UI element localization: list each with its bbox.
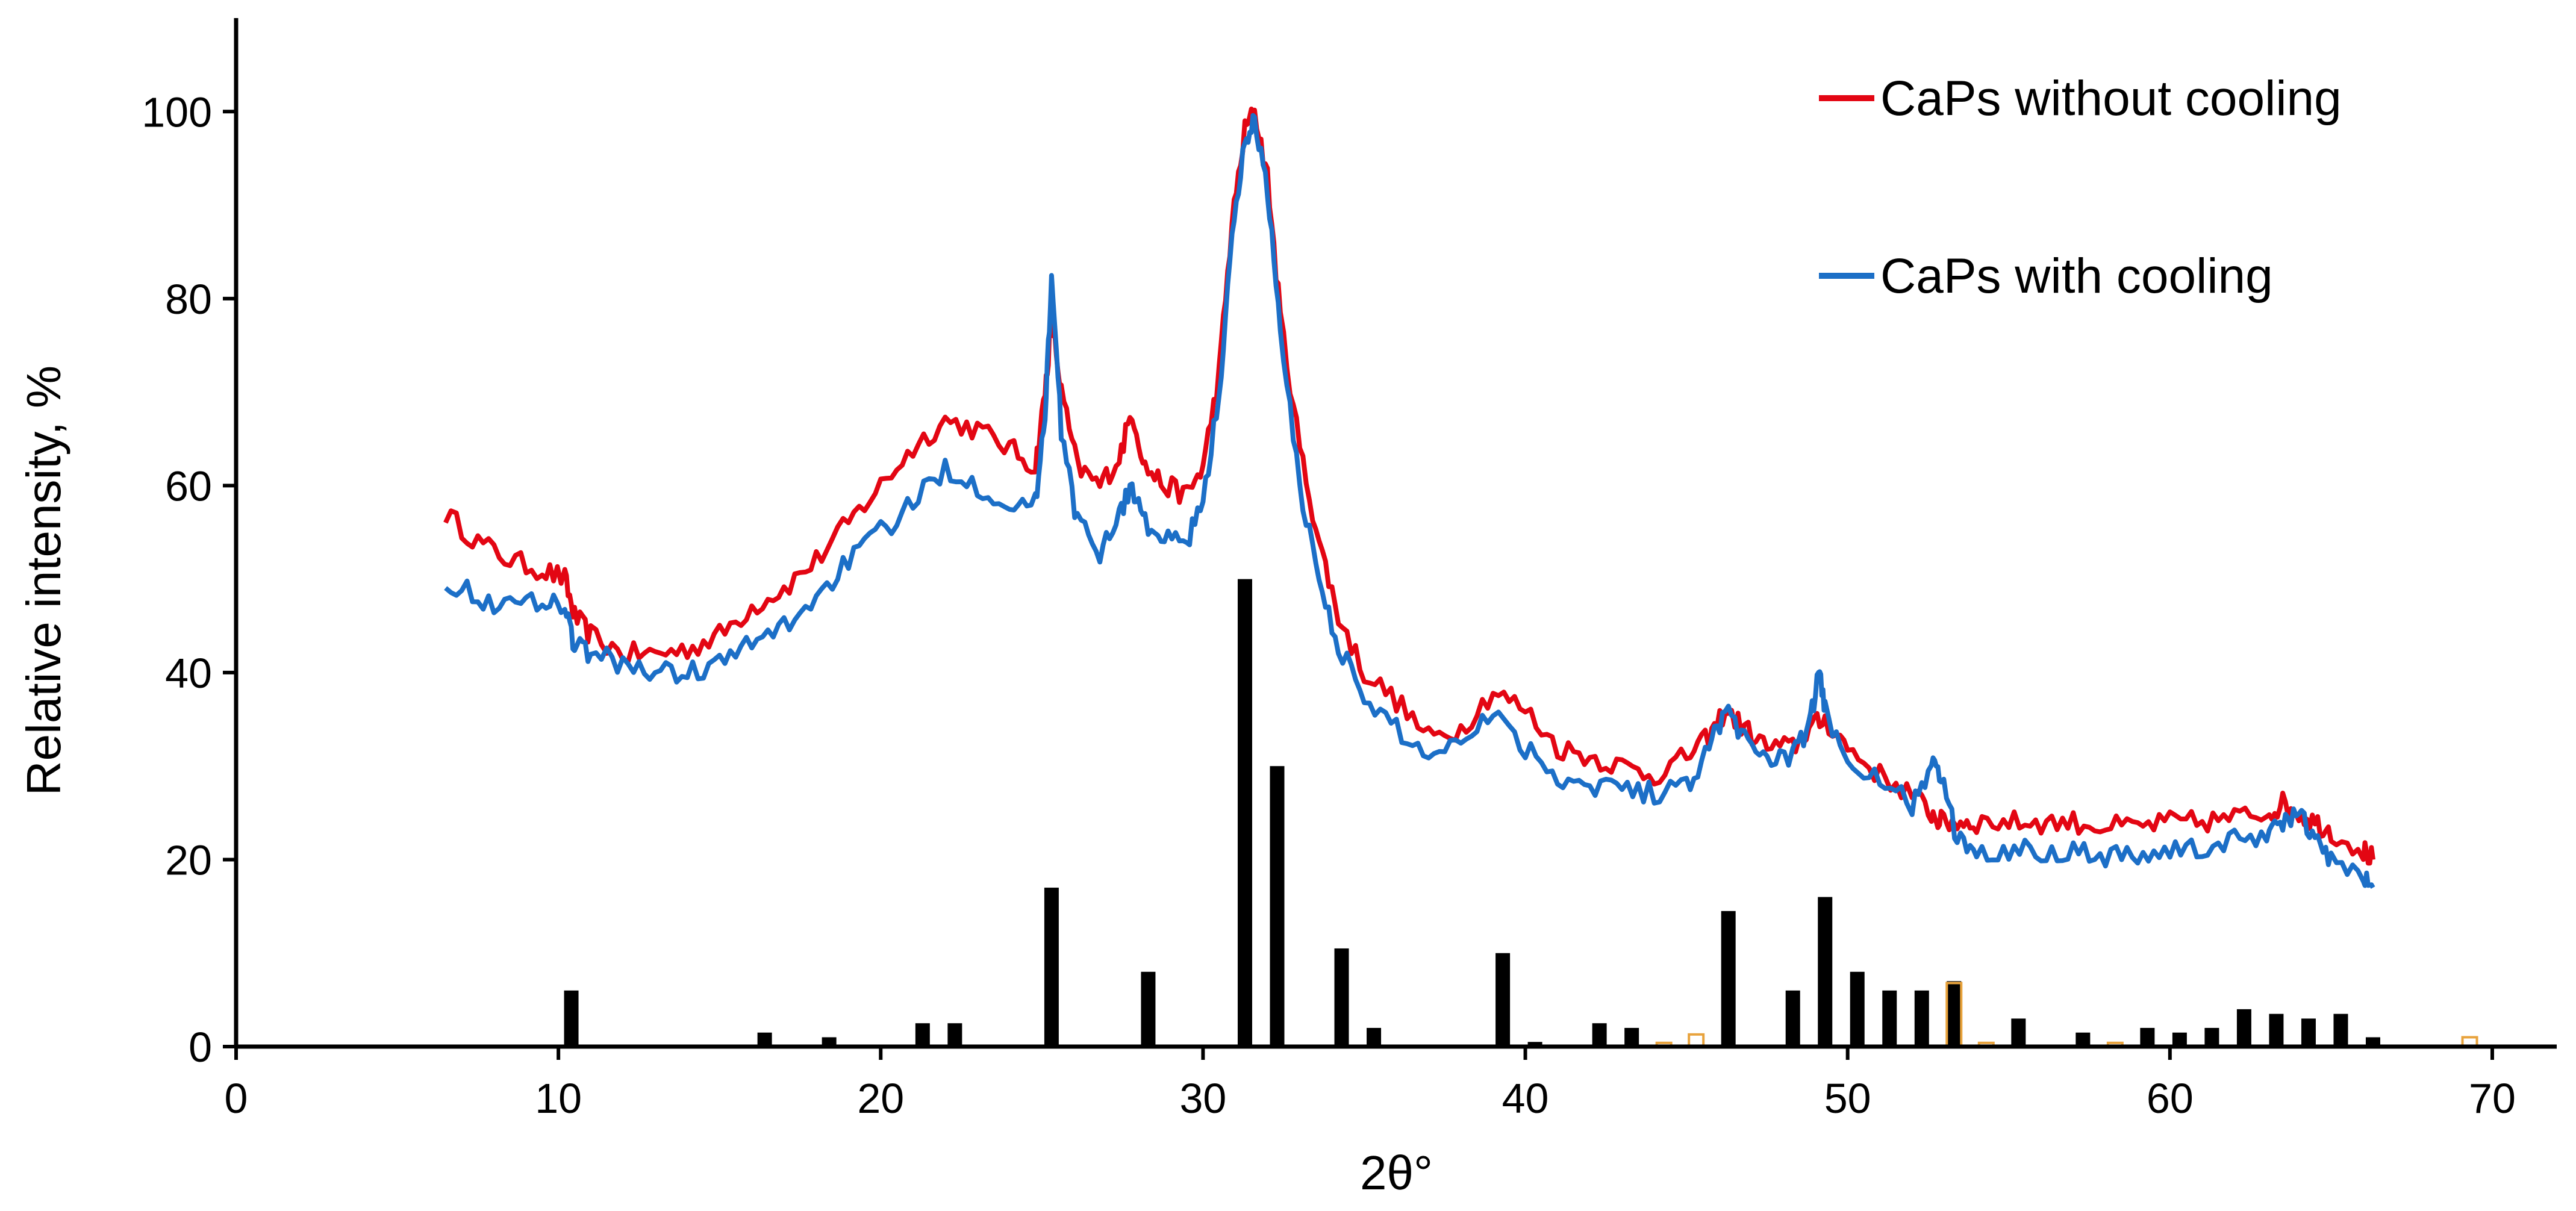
y-tick-label: 80 xyxy=(165,276,212,323)
x-tick-label: 10 xyxy=(535,1075,582,1122)
legend: CaPs without cooling CaPs with cooling xyxy=(1819,71,2342,304)
reference-bar xyxy=(2365,1037,2380,1047)
legend-label-without-cooling: CaPs without cooling xyxy=(1880,71,2342,126)
reference-bar xyxy=(564,990,579,1047)
reference-bar xyxy=(2269,1013,2284,1047)
legend-label-with-cooling: CaPs with cooling xyxy=(1880,249,2273,304)
x-axis-title: 2θ° xyxy=(1360,1146,1433,1200)
y-axis-title: Relative intensity, % xyxy=(17,366,70,795)
reference-bar xyxy=(1914,990,1929,1047)
reference-bar xyxy=(2140,1027,2155,1047)
x-tick-label: 0 xyxy=(225,1075,248,1122)
x-tick-label: 20 xyxy=(857,1075,904,1122)
tick-labels: 0 10 20 30 40 50 60 70 0 20 40 60 80 100 xyxy=(142,89,2516,1122)
x-tick-label: 50 xyxy=(1824,1075,1871,1122)
series-line-with-cooling xyxy=(444,113,2375,889)
reference-bar xyxy=(1882,990,1897,1047)
y-tick-label: 20 xyxy=(165,836,212,883)
reference-bar xyxy=(1818,897,1833,1047)
reference-bar xyxy=(1367,1027,1382,1047)
x-tick-label: 40 xyxy=(1502,1075,1549,1122)
reference-bar xyxy=(915,1023,930,1047)
y-tick-label: 40 xyxy=(165,650,212,697)
reference-bar xyxy=(1785,990,1800,1047)
y-tick-label: 60 xyxy=(165,462,212,509)
reference-bar xyxy=(2301,1018,2316,1047)
reference-bar xyxy=(2236,1009,2251,1047)
x-tick-label: 70 xyxy=(2469,1075,2516,1122)
reference-bar xyxy=(1334,948,1349,1047)
reference-bar xyxy=(1141,971,1156,1047)
reference-bar xyxy=(822,1037,837,1047)
reference-bar xyxy=(2075,1032,2091,1047)
reference-bar xyxy=(1527,1042,1542,1047)
reference-bar xyxy=(2011,1018,2026,1047)
x-tick-label: 30 xyxy=(1179,1075,1226,1122)
x-tick-label: 60 xyxy=(2147,1075,2194,1122)
reference-bar xyxy=(1721,911,1736,1047)
axes xyxy=(234,18,2557,1049)
reference-bar xyxy=(1044,888,1059,1047)
reference-bars xyxy=(564,579,2478,1048)
reference-bar xyxy=(1624,1027,1639,1047)
reference-bar xyxy=(1495,953,1511,1047)
reference-bar xyxy=(1850,971,1865,1047)
series-lines xyxy=(443,107,2375,889)
y-tick-label: 100 xyxy=(142,89,212,135)
reference-bar xyxy=(1947,981,1962,1047)
reference-bar xyxy=(1592,1023,1607,1047)
reference-bar xyxy=(2172,1032,2187,1047)
reference-bar xyxy=(1237,579,1252,1047)
y-tick-label: 0 xyxy=(189,1024,212,1071)
reference-bar xyxy=(2204,1027,2219,1047)
reference-bar xyxy=(757,1032,772,1047)
reference-bar xyxy=(947,1023,962,1047)
reference-bar xyxy=(2333,1013,2348,1047)
reference-bar xyxy=(1270,766,1285,1047)
series-line-without-cooling xyxy=(443,107,2375,866)
